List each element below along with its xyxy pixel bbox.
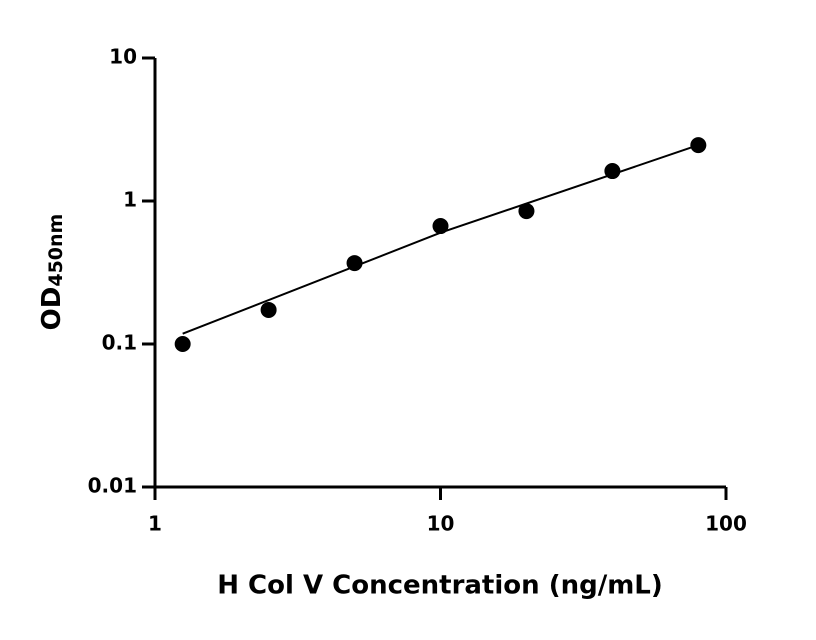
x-tick-label: 10 bbox=[427, 512, 455, 536]
fit-curve bbox=[182, 144, 699, 335]
y-tick-label: 10 bbox=[109, 45, 137, 69]
data-point bbox=[432, 218, 449, 235]
data-point bbox=[260, 301, 277, 318]
x-tick-label: 100 bbox=[705, 512, 747, 536]
data-point bbox=[346, 255, 363, 272]
y-axis-label-main: OD bbox=[37, 287, 67, 331]
y-tick-label: 1 bbox=[123, 188, 137, 212]
x-axis-label: H Col V Concentration (ng/mL) bbox=[217, 571, 663, 601]
data-point bbox=[690, 137, 707, 154]
y-axis-label: OD450nm bbox=[37, 214, 67, 331]
x-tick-label: 1 bbox=[148, 512, 162, 536]
data-point bbox=[518, 203, 535, 220]
data-point bbox=[174, 336, 191, 352]
y-tick-label: 0.1 bbox=[102, 331, 137, 355]
y-tick-label: 0.01 bbox=[88, 474, 137, 498]
y-axis-label-sub: 450nm bbox=[45, 214, 67, 287]
data-point bbox=[604, 163, 621, 180]
